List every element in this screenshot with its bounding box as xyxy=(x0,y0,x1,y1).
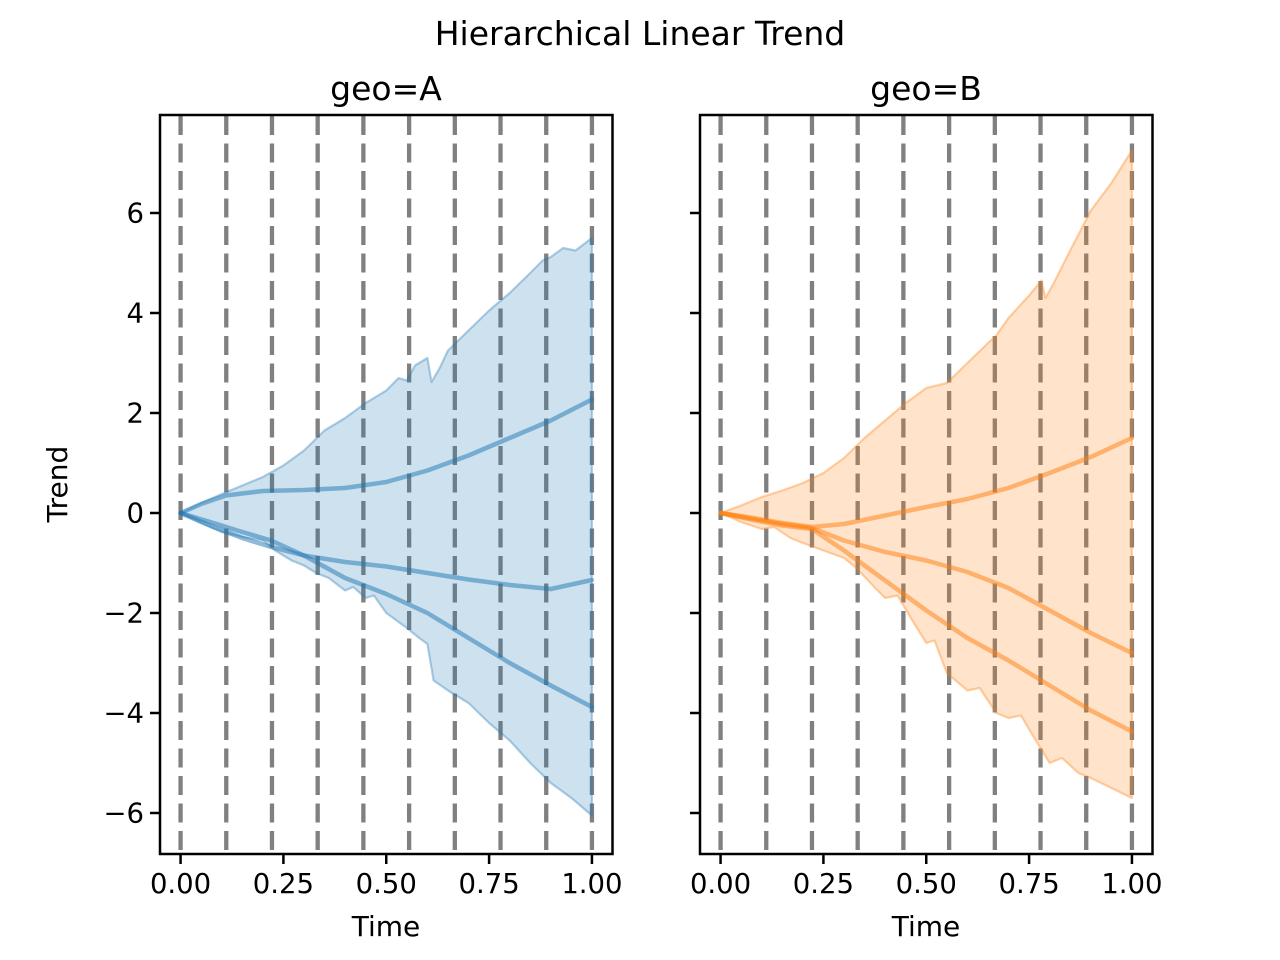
x-tick-label: 0.00 xyxy=(690,868,751,900)
y-tick-label: −2 xyxy=(103,598,144,630)
x-tick-label: 0.50 xyxy=(896,868,957,900)
y-tick-label: −4 xyxy=(103,698,144,730)
x-tick-label: 0.25 xyxy=(793,868,854,900)
x-tick-label: 0.75 xyxy=(998,868,1059,900)
trend-sample-line xyxy=(178,397,595,516)
y-tick-label: 2 xyxy=(127,398,145,430)
subplot-b-xlabel: Time xyxy=(891,910,961,943)
uncertainty-band xyxy=(179,236,593,817)
subplot-geo=B: 0.00 0.25 0.50 0.75 1.00 xyxy=(690,113,1163,900)
subplot-a-ylabel: Trend xyxy=(41,446,74,524)
x-tick-label: 0.75 xyxy=(458,868,519,900)
x-tick-label: 1.00 xyxy=(1101,868,1162,900)
subplot-b-title: geo=B xyxy=(870,69,982,108)
y-tick-label: 0 xyxy=(127,498,145,530)
uncertainty-band xyxy=(719,149,1133,800)
trend-sample-line xyxy=(718,510,1135,734)
y-tick-label: 4 xyxy=(127,298,145,330)
subplot-geo=A: 0.00 0.25 0.50 0.75 1.00 −6 −4 −2 0 2 4 6 xyxy=(103,113,623,900)
trend-sample-line xyxy=(178,510,595,592)
x-tick-label: 0.00 xyxy=(150,868,211,900)
x-tick-label: 0.25 xyxy=(253,868,314,900)
figure-suptitle: Hierarchical Linear Trend xyxy=(435,14,846,53)
x-tick-label: 0.50 xyxy=(356,868,417,900)
y-tick-label: 6 xyxy=(127,198,145,230)
subplot-a-title: geo=A xyxy=(330,69,442,108)
trend-sample-line xyxy=(178,510,595,710)
x-tick-label: 1.00 xyxy=(561,868,622,900)
y-tick-label: −6 xyxy=(103,798,144,830)
subplot-a-xlabel: Time xyxy=(351,910,421,943)
